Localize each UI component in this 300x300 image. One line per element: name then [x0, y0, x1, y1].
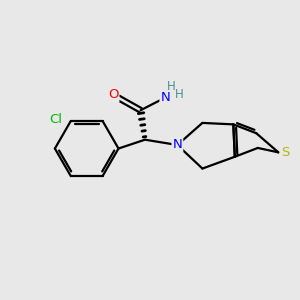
Text: H: H	[175, 88, 184, 101]
Text: N: N	[172, 139, 182, 152]
Text: Cl: Cl	[50, 113, 63, 126]
Text: O: O	[108, 88, 119, 101]
Text: S: S	[281, 146, 289, 159]
Text: N: N	[160, 91, 170, 104]
Text: H: H	[167, 80, 176, 93]
